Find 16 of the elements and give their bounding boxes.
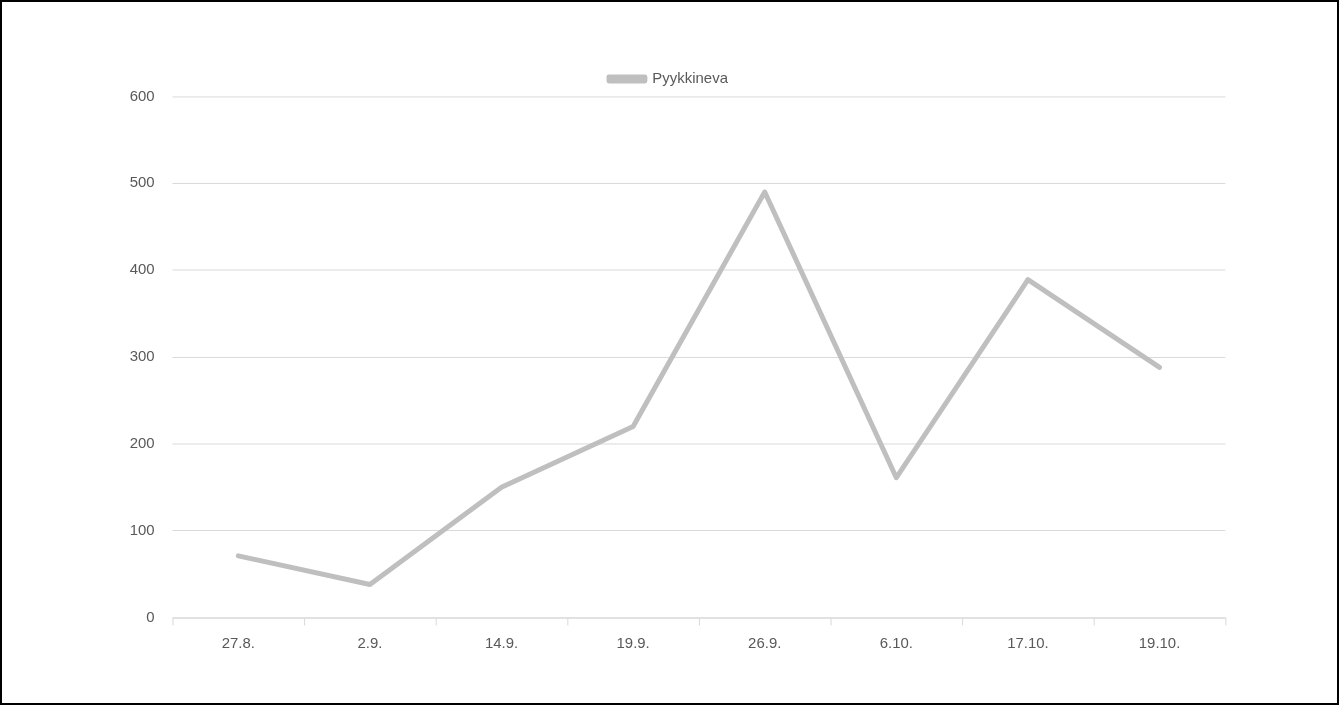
y-tick-label: 600 <box>129 86 155 104</box>
y-tick-label: 300 <box>129 347 155 365</box>
y-tick-label: 100 <box>129 520 155 538</box>
x-tick-label: 17.10. <box>1007 634 1049 652</box>
x-tick-label: 19.9. <box>616 634 650 652</box>
y-tick-label: 200 <box>129 433 155 451</box>
y-tick-label: 500 <box>129 173 155 191</box>
y-tick-label: 400 <box>129 260 155 278</box>
y-tick-label: 0 <box>146 607 155 625</box>
x-tick-label: 26.9. <box>748 634 782 652</box>
x-tick-label: 27.8. <box>221 634 255 652</box>
x-tick-label: 2.9. <box>357 634 383 652</box>
x-tick-label: 19.10. <box>1138 634 1181 652</box>
x-tick-label: 14.9. <box>484 634 519 652</box>
legend-label: Pyykkineva <box>652 69 729 87</box>
x-tick-label: 6.10. <box>879 634 913 652</box>
